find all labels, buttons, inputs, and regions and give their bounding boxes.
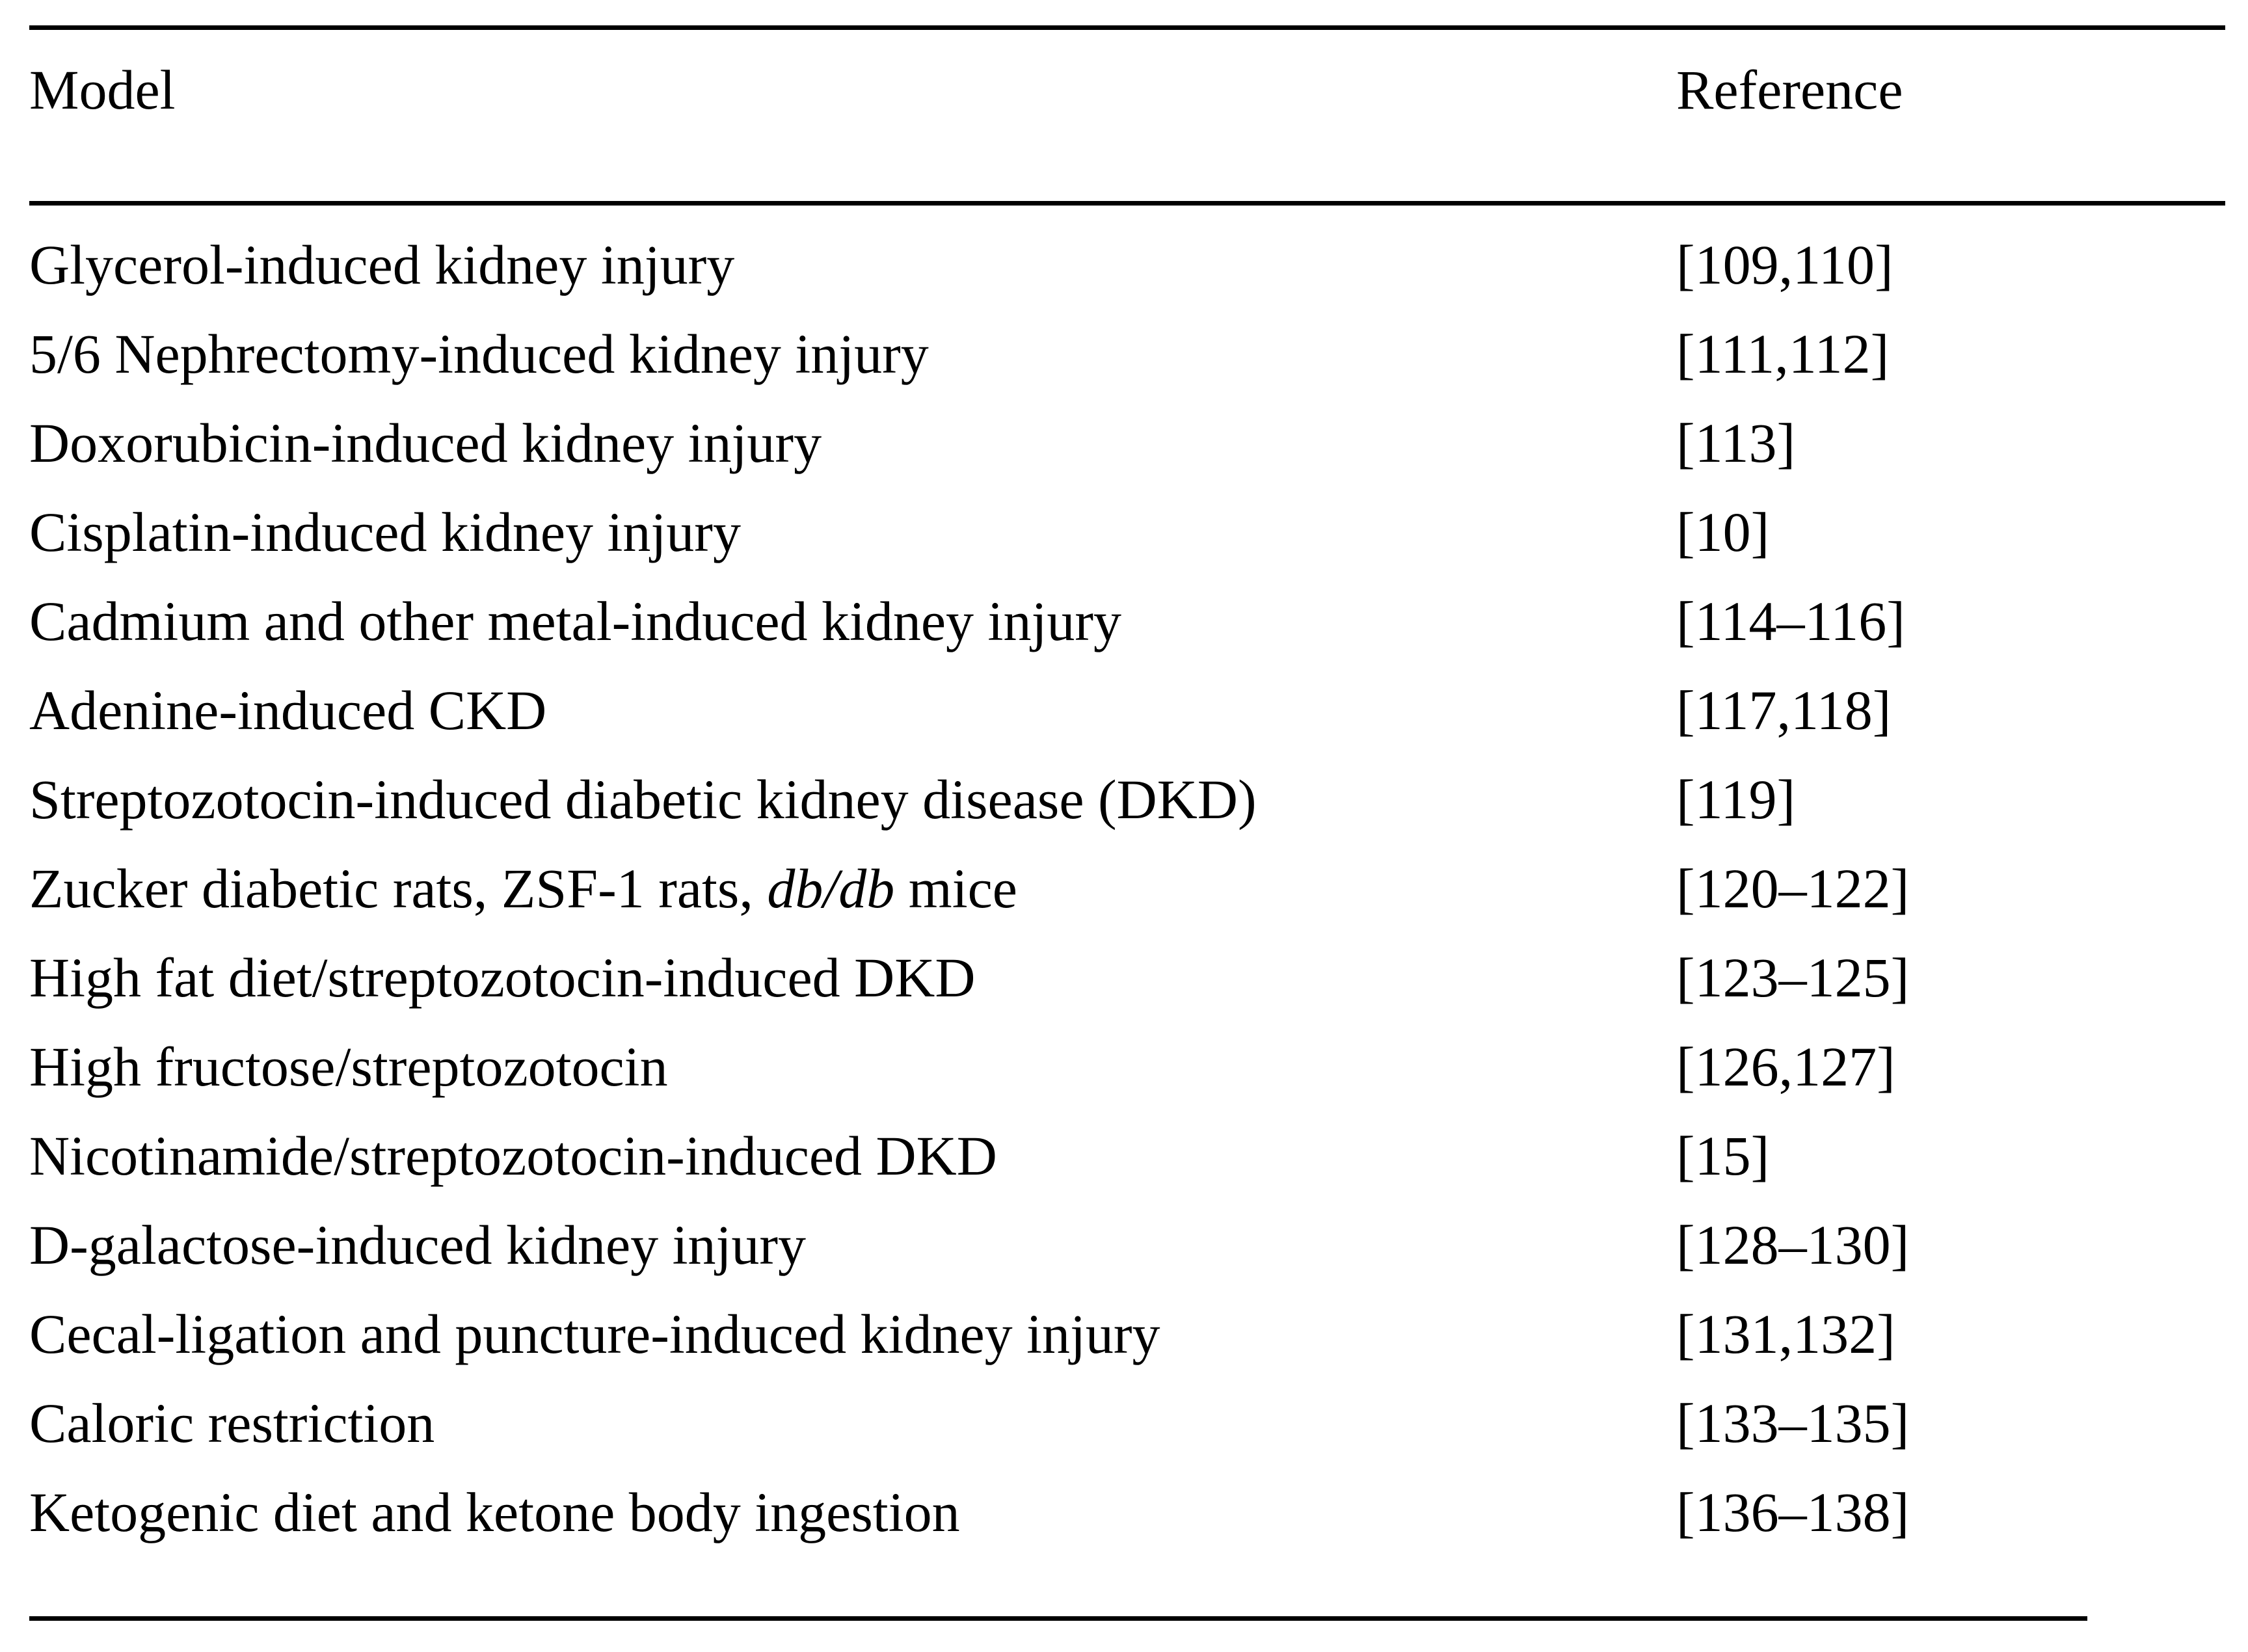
table-row: Cisplatin-induced kidney injury [10]: [0, 488, 2248, 577]
model-cell: 5/6 Nephrectomy-induced kidney injury: [29, 323, 929, 385]
table-row: D-galactose-induced kidney injury [128–13…: [0, 1201, 2248, 1290]
column-header-model: Model: [29, 59, 176, 121]
table-row: Ketogenic diet and ketone body ingestion…: [0, 1468, 2248, 1557]
model-cell: Ketogenic diet and ketone body ingestion: [29, 1481, 960, 1543]
table-row: Nicotinamide/streptozotocin-induced DKD […: [0, 1112, 2248, 1201]
reference-cell: [117,118]: [1676, 679, 1892, 741]
model-cell: Glycerol-induced kidney injury: [29, 233, 735, 296]
reference-cell: [119]: [1676, 768, 1796, 831]
model-cell: Zucker diabetic rats, ZSF-1 rats, db/db …: [29, 844, 1017, 933]
model-cell: Adenine-induced CKD: [29, 679, 547, 741]
table-body: Glycerol-induced kidney injury [109,110] 5…: [0, 220, 2248, 1557]
reference-cell: [133–135]: [1676, 1392, 1910, 1454]
model-cell: Caloric restriction: [29, 1392, 435, 1454]
model-cell: Cisplatin-induced kidney injury: [29, 501, 741, 563]
table-row: Streptozotocin-induced diabetic kidney d…: [0, 755, 2248, 844]
reference-cell: [126,127]: [1676, 1035, 1895, 1098]
table-row: High fat diet/streptozotocin-induced DKD…: [0, 933, 2248, 1022]
model-cell: Cadmium and other metal-induced kidney i…: [29, 590, 1121, 652]
table-header-row: Model Reference: [0, 46, 2248, 135]
table-row: 5/6 Nephrectomy-induced kidney injury [11…: [0, 310, 2248, 399]
table-top-rule: [29, 25, 2225, 30]
table-row: Zucker diabetic rats, ZSF-1 rats, db/db …: [0, 844, 2248, 933]
model-cell-segment: mice: [894, 857, 1017, 920]
reference-cell: [15]: [1676, 1125, 1770, 1187]
model-cell: Nicotinamide/streptozotocin-induced DKD: [29, 1125, 997, 1187]
table-row: Glycerol-induced kidney injury [109,110]: [0, 220, 2248, 310]
model-cell-segment: Zucker diabetic rats, ZSF-1 rats,: [29, 857, 768, 920]
reference-cell: [109,110]: [1676, 233, 1893, 296]
model-cell: Doxorubicin-induced kidney injury: [29, 412, 822, 474]
table-row: Cadmium and other metal-induced kidney i…: [0, 577, 2248, 666]
model-cell: Cecal-ligation and puncture-induced kidn…: [29, 1303, 1160, 1365]
table-row: High fructose/streptozotocin [126,127]: [0, 1022, 2248, 1112]
column-header-reference: Reference: [1676, 59, 1903, 121]
model-cell: Streptozotocin-induced diabetic kidney d…: [29, 768, 1257, 831]
model-cell-italic-segment: db/db: [767, 857, 895, 920]
reference-cell: [114–116]: [1676, 590, 1905, 652]
reference-cell: [123–125]: [1676, 946, 1910, 1009]
table-row: Caloric restriction [133–135]: [0, 1379, 2248, 1468]
reference-cell: [131,132]: [1676, 1303, 1895, 1365]
reference-cell: [120–122]: [1676, 857, 1910, 920]
model-cell: D-galactose-induced kidney injury: [29, 1214, 807, 1276]
table-row: Cecal-ligation and puncture-induced kidn…: [0, 1290, 2248, 1379]
model-cell: High fructose/streptozotocin: [29, 1035, 668, 1098]
table-bottom-rule: [29, 1616, 2087, 1621]
reference-cell: [111,112]: [1676, 323, 1890, 385]
model-cell: High fat diet/streptozotocin-induced DKD: [29, 946, 976, 1009]
reference-cell: [128–130]: [1676, 1214, 1910, 1276]
table-row: Adenine-induced CKD [117,118]: [0, 666, 2248, 755]
table-row: Doxorubicin-induced kidney injury [113]: [0, 399, 2248, 488]
table-header-rule: [29, 201, 2225, 206]
reference-cell: [113]: [1676, 412, 1796, 474]
reference-cell: [136–138]: [1676, 1481, 1910, 1543]
reference-cell: [10]: [1676, 501, 1770, 563]
